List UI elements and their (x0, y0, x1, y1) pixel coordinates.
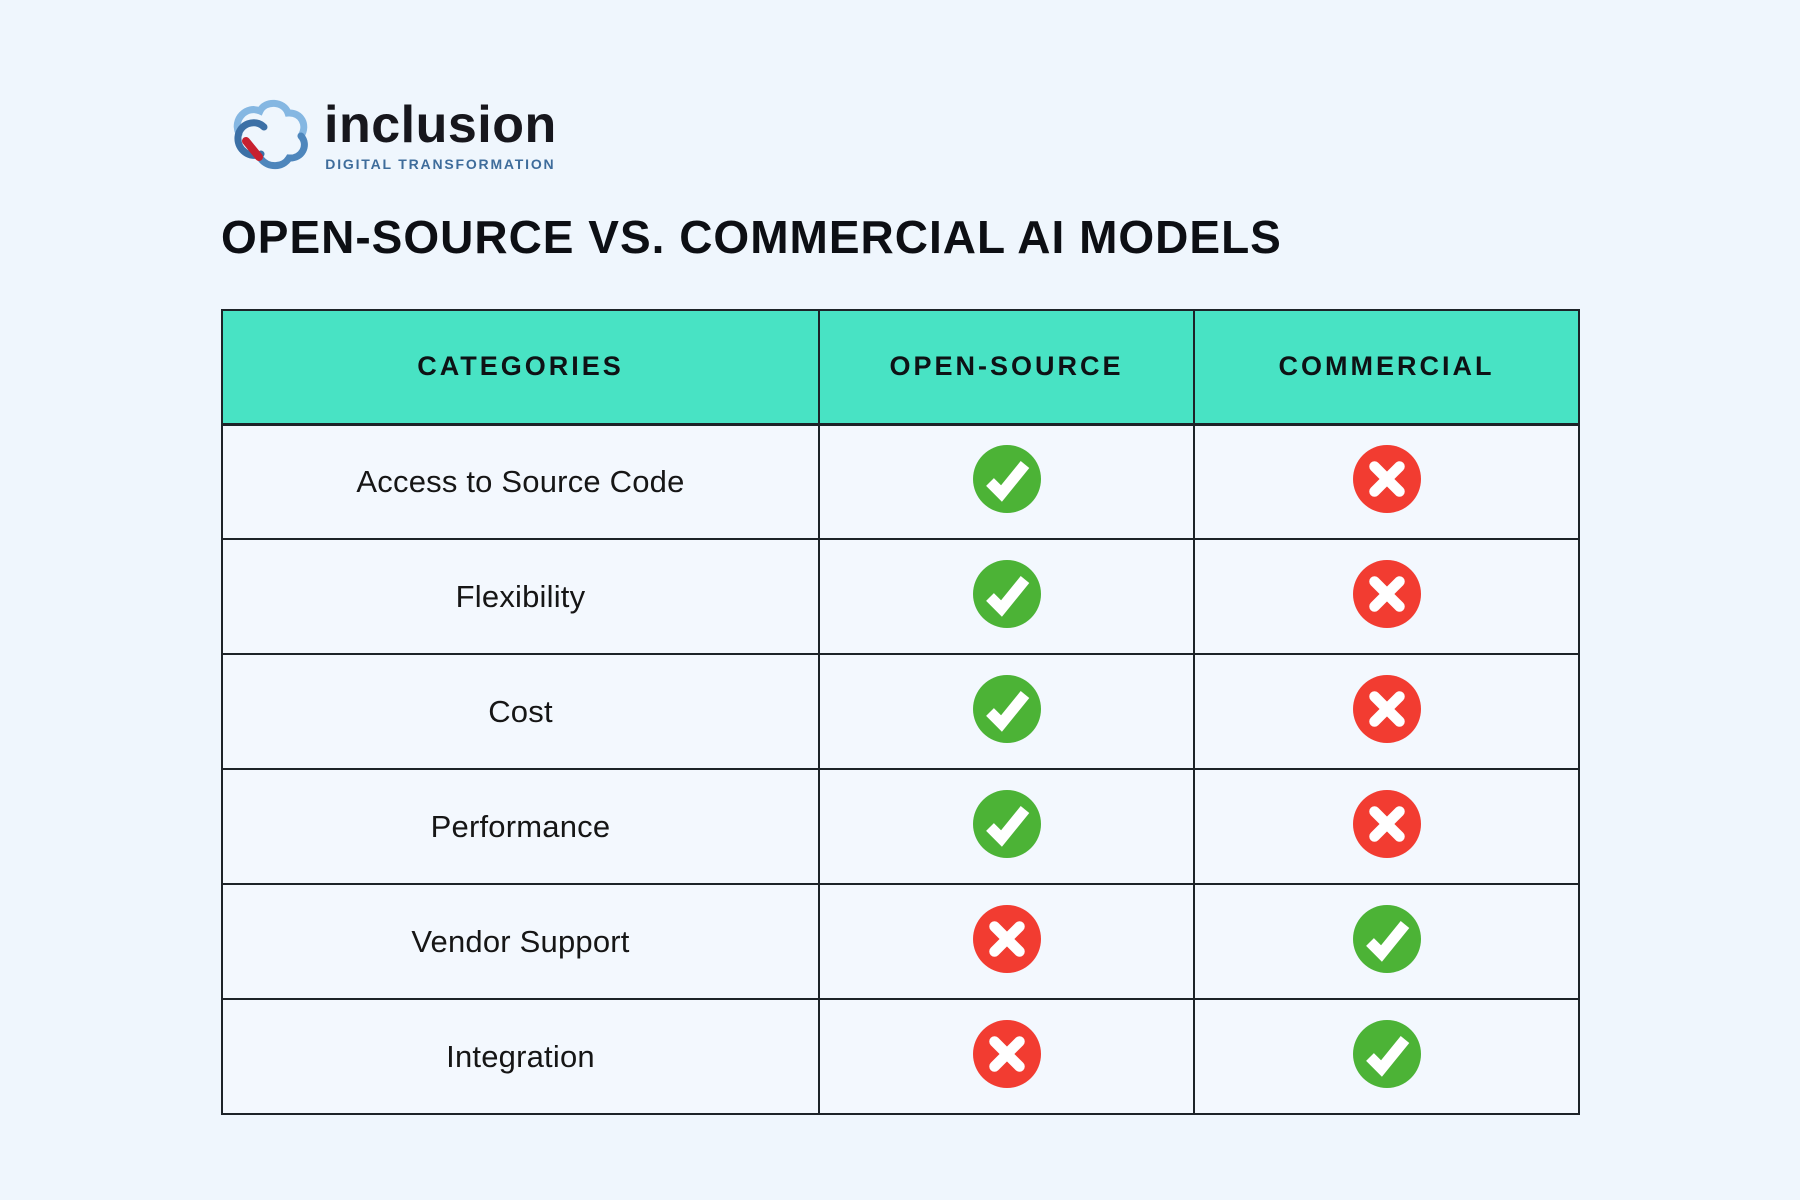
table-row: Flexibility (221, 538, 1580, 655)
cloud-swirl-icon (222, 96, 312, 178)
table-header-row: CATEGORIES OPEN-SOURCE COMMERCIAL (221, 309, 1580, 426)
brand-wordmark: inclusion (324, 96, 557, 154)
cross-circle-icon (971, 903, 1043, 975)
brand-tagline: DIGITAL TRANSFORMATION (325, 155, 556, 172)
check-circle-icon (1351, 903, 1423, 975)
column-header-categories: CATEGORIES (221, 309, 820, 426)
table-row: Integration (221, 998, 1580, 1115)
check-circle-icon (1351, 1018, 1423, 1090)
cross-circle-icon (1351, 558, 1423, 630)
cross-circle-icon (1351, 673, 1423, 745)
cross-circle-icon (1351, 788, 1423, 860)
category-label: Flexibility (221, 538, 820, 655)
column-header-open-source: OPEN-SOURCE (818, 309, 1195, 426)
table-row: Performance (221, 768, 1580, 885)
column-header-commercial: COMMERCIAL (1193, 309, 1580, 426)
category-label: Performance (221, 768, 820, 885)
page-title: OPEN-SOURCE VS. COMMERCIAL AI MODELS (221, 211, 1282, 263)
category-label: Access to Source Code (221, 423, 820, 540)
check-circle-icon (971, 673, 1043, 745)
check-circle-icon (971, 558, 1043, 630)
check-circle-icon (971, 788, 1043, 860)
brand-logo: inclusion DIGITAL TRANSFORMATION (222, 96, 557, 178)
category-label: Cost (221, 653, 820, 770)
check-circle-icon (971, 443, 1043, 515)
table-row: Vendor Support (221, 883, 1580, 1000)
cross-circle-icon (971, 1018, 1043, 1090)
table-row: Access to Source Code (221, 423, 1580, 540)
comparison-table: CATEGORIES OPEN-SOURCE COMMERCIAL Access… (221, 309, 1580, 1115)
cross-circle-icon (1351, 443, 1423, 515)
table-row: Cost (221, 653, 1580, 770)
category-label: Integration (221, 998, 820, 1115)
category-label: Vendor Support (221, 883, 820, 1000)
